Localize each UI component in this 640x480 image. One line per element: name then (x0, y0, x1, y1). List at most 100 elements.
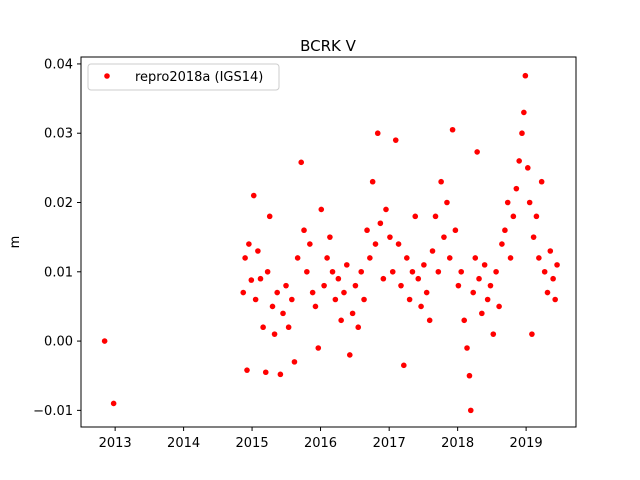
data-point (466, 372, 473, 379)
data-point (248, 277, 255, 283)
data-point (496, 303, 502, 310)
data-point (255, 248, 261, 254)
data-point (541, 268, 548, 275)
data-point (377, 220, 384, 227)
data-point (507, 255, 514, 261)
data-point (285, 324, 292, 331)
x-tick-label: 2015 (236, 436, 269, 451)
data-point (536, 255, 542, 261)
data-point (349, 310, 356, 317)
legend-box (87, 63, 280, 91)
data-point (474, 149, 480, 155)
data-point (389, 268, 396, 275)
data-point (470, 289, 477, 296)
data-point (519, 130, 525, 137)
data-point (522, 72, 529, 79)
data-point (257, 275, 264, 282)
data-point (264, 268, 271, 275)
data-point (101, 338, 108, 344)
data-point (269, 303, 276, 310)
data-point (547, 248, 554, 254)
data-point (338, 317, 344, 324)
x-tick-label: 2018 (441, 436, 474, 451)
data-point (250, 192, 257, 199)
data-point (504, 199, 511, 206)
data-point (481, 262, 488, 268)
data-point (406, 296, 413, 303)
data-point (401, 362, 407, 369)
data-point (452, 227, 459, 234)
data-point (289, 296, 295, 303)
data-point (530, 234, 537, 240)
x-tick-label: 2017 (373, 436, 406, 451)
data-point (246, 241, 252, 247)
data-point (524, 165, 531, 171)
data-point (335, 275, 342, 282)
data-point (398, 282, 404, 289)
data-point (458, 268, 465, 275)
data-point (423, 289, 430, 296)
data-point (374, 130, 381, 137)
data-point (529, 331, 535, 337)
data-point (449, 126, 456, 133)
data-point (291, 359, 298, 365)
data-point (318, 206, 325, 213)
data-point (277, 371, 284, 378)
data-point (332, 296, 339, 303)
data-point (343, 262, 350, 268)
data-point (464, 345, 470, 351)
data-point (110, 400, 117, 407)
data-point (479, 310, 485, 317)
data-point (461, 317, 468, 324)
data-point (550, 275, 556, 282)
data-point (383, 206, 389, 213)
data-point (341, 289, 347, 296)
data-point (372, 241, 379, 247)
y-tick-label: 0.00 (44, 335, 73, 350)
data-points (101, 72, 560, 414)
data-point (262, 369, 269, 376)
data-point (266, 213, 273, 220)
data-point (510, 213, 517, 220)
y-tick-label: −0.01 (33, 404, 73, 419)
data-point (487, 282, 494, 289)
data-point (312, 303, 319, 310)
data-point (242, 255, 248, 261)
data-point (521, 109, 527, 116)
y-tick-label: 0.04 (44, 57, 73, 72)
data-point (499, 241, 505, 247)
data-point (404, 255, 410, 261)
data-point (280, 310, 286, 317)
data-point (467, 407, 474, 414)
data-point (358, 268, 365, 275)
data-point (387, 234, 393, 240)
y-tick-label: 0.01 (44, 265, 73, 280)
data-point (426, 317, 433, 324)
x-tick-label: 2019 (510, 436, 543, 451)
data-point (369, 178, 376, 185)
data-point (409, 268, 416, 275)
legend-label: repro2018a (IGS14) (135, 70, 263, 85)
data-point (502, 227, 508, 234)
data-point (367, 255, 373, 261)
data-point (361, 296, 367, 303)
data-point (435, 268, 442, 275)
data-point (392, 137, 399, 143)
data-point (327, 234, 333, 240)
data-point (260, 324, 266, 331)
x-tick-label: 2014 (167, 436, 200, 451)
data-point (412, 213, 419, 220)
data-point (244, 367, 250, 373)
data-point (309, 289, 316, 296)
y-axis-label: m (8, 236, 23, 249)
data-point (544, 289, 551, 296)
data-point (304, 268, 310, 275)
data-point (516, 158, 522, 164)
data-point (429, 248, 436, 254)
data-point (538, 178, 545, 185)
data-point (294, 255, 301, 261)
data-point (554, 262, 560, 268)
data-point (307, 241, 313, 247)
data-point (380, 275, 387, 282)
